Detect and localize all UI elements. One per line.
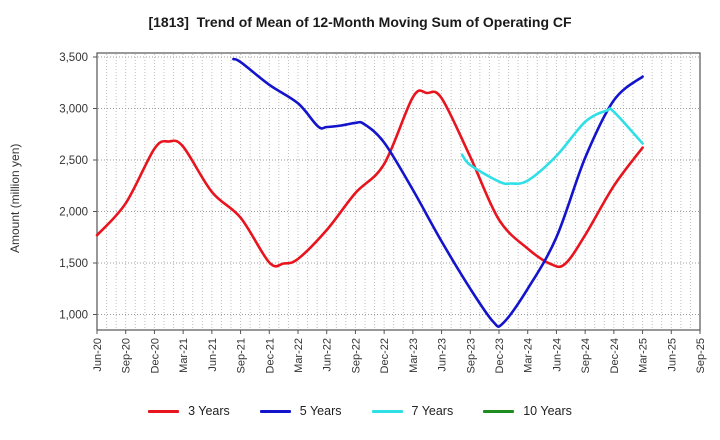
svg-text:Sep-23: Sep-23 xyxy=(465,338,477,373)
svg-text:Mar-25: Mar-25 xyxy=(638,338,650,373)
legend-line-icon xyxy=(483,409,515,413)
legend-line-icon xyxy=(259,409,291,413)
legend-label: 3 Years xyxy=(188,404,230,418)
svg-text:Dec-22: Dec-22 xyxy=(379,338,391,373)
legend-label: 10 Years xyxy=(523,404,572,418)
svg-text:2,000: 2,000 xyxy=(59,207,88,219)
svg-text:Dec-21: Dec-21 xyxy=(264,338,276,373)
legend-label: 5 Years xyxy=(299,404,342,418)
svg-text:Mar-21: Mar-21 xyxy=(178,338,190,373)
svg-text:Jun-24: Jun-24 xyxy=(551,338,563,372)
svg-text:Mar-22: Mar-22 xyxy=(293,338,305,373)
svg-text:Sep-21: Sep-21 xyxy=(236,338,248,373)
svg-text:Sep-25: Sep-25 xyxy=(695,338,707,373)
series-line-3-years xyxy=(95,89,644,269)
svg-text:Mar-23: Mar-23 xyxy=(408,338,420,373)
plot-area: 1,000 1,500 2,000 2,500 3,000 3,500 Jun-20 Sep-… xyxy=(59,52,707,373)
svg-text:Jun-25: Jun-25 xyxy=(666,338,678,372)
legend-item-3-years: 3 Years xyxy=(148,404,230,418)
svg-text:Sep-22: Sep-22 xyxy=(350,338,362,373)
svg-text:Jun-22: Jun-22 xyxy=(322,338,334,372)
svg-text:1,000: 1,000 xyxy=(59,310,88,322)
svg-text:Sep-20: Sep-20 xyxy=(121,338,133,373)
legend-item-10-years: 10 Years xyxy=(483,404,572,418)
legend-line-icon xyxy=(371,409,403,413)
series-line-7-years xyxy=(460,107,644,186)
svg-text:2,500: 2,500 xyxy=(59,155,88,167)
legend-label: 7 Years xyxy=(411,404,454,418)
svg-text:Sep-24: Sep-24 xyxy=(580,338,592,373)
svg-text:Dec-20: Dec-20 xyxy=(149,338,161,373)
svg-text:Jun-21: Jun-21 xyxy=(207,338,219,372)
legend: 3 Years 5 Years 7 Years 10 Years xyxy=(0,404,720,418)
legend-line-icon xyxy=(148,409,180,413)
svg-text:Dec-24: Dec-24 xyxy=(609,338,621,373)
series-line-5-years xyxy=(232,57,644,328)
svg-text:1,500: 1,500 xyxy=(59,258,88,270)
chart-title: [1813] Trend of Mean of 12-Month Moving … xyxy=(148,14,572,30)
legend-item-7-years: 7 Years xyxy=(371,404,454,418)
svg-text:Dec-23: Dec-23 xyxy=(494,338,506,373)
legend-item-5-years: 5 Years xyxy=(259,404,342,418)
svg-text:Mar-24: Mar-24 xyxy=(523,338,535,373)
svg-text:3,000: 3,000 xyxy=(59,104,88,116)
svg-text:Jun-23: Jun-23 xyxy=(437,338,449,372)
svg-text:3,500: 3,500 xyxy=(59,52,88,64)
svg-text:Jun-20: Jun-20 xyxy=(92,338,104,372)
